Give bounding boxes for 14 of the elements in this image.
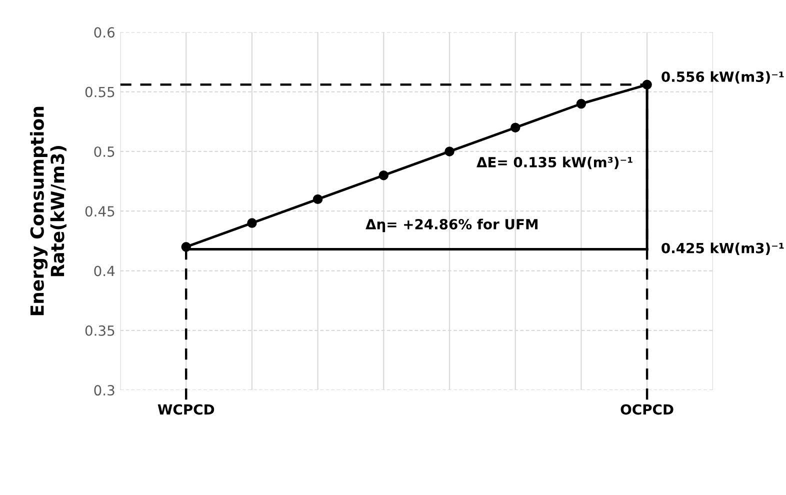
y-axis-title: Energy Consumption Rate(kW/m3) bbox=[30, 106, 66, 316]
annotation: Δη= +24.86% for UFM bbox=[366, 218, 538, 232]
y-tick-label: 0.6 bbox=[94, 27, 115, 38]
annotation: ΔE= 0.135 kW(m³)⁻¹ bbox=[476, 156, 632, 170]
ref-line-label: 0.556 kW(m3)⁻¹ bbox=[662, 71, 784, 84]
y-tick-label: 0.45 bbox=[85, 206, 114, 217]
x-tick-label: WCPCD bbox=[158, 404, 214, 415]
y-tick-label: 0.5 bbox=[94, 146, 114, 157]
x-tick-label: OCPCD bbox=[620, 404, 674, 415]
y-tick-label: 0.55 bbox=[85, 86, 114, 98]
y-tick-label: 0.3 bbox=[94, 385, 114, 396]
annotation: 0.425 kW(m3)⁻¹ bbox=[662, 242, 784, 255]
y-tick-label: 0.35 bbox=[85, 325, 114, 336]
y-tick-label: 0.4 bbox=[94, 266, 115, 276]
